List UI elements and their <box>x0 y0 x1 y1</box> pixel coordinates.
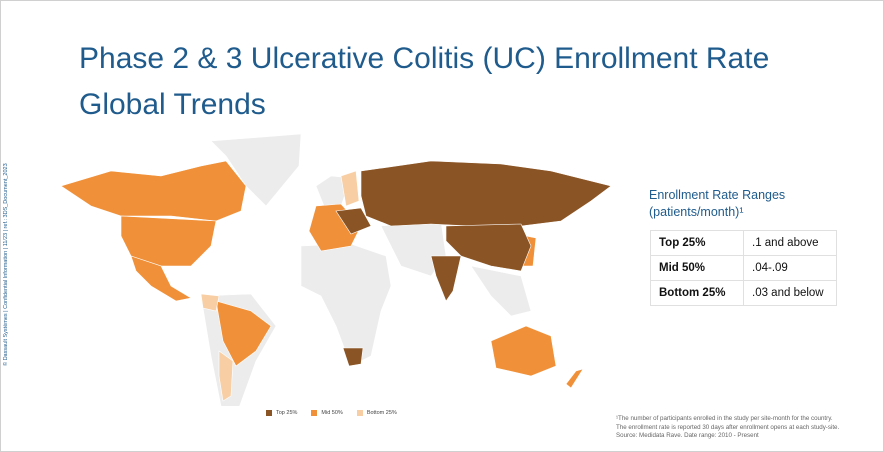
footnote-line: Source: Medidata Rave. Date range: 2010 … <box>616 432 759 439</box>
table-title-line: Enrollment Rate Ranges <box>649 188 786 202</box>
cell: Mid 50% <box>650 255 744 281</box>
legend: Top 25% Mid 50% Bottom 25% <box>266 410 397 416</box>
footnote-line: The enrollment rate is reported 30 days … <box>616 423 840 431</box>
cell: .04-.09 <box>743 255 837 281</box>
sidebar-text: © Dassault Systèmes | Confidential Infor… <box>3 163 9 366</box>
legend-label: Bottom 25% <box>366 410 397 416</box>
world-map <box>60 133 612 406</box>
footnote: ¹The number of participants enrolled in … <box>616 415 839 441</box>
table-title: Enrollment Rate Ranges (patients/month)¹ <box>649 187 785 221</box>
table-title-line: (patients/month)¹ <box>649 205 744 219</box>
legend-label: Top 25% <box>276 410 298 416</box>
title-line: Global Trends <box>79 88 266 121</box>
cell: Top 25% <box>650 230 744 256</box>
cell: .03 and below <box>743 280 837 306</box>
legend-label: Mid 50% <box>321 410 343 416</box>
cell: Bottom 25% <box>650 280 744 306</box>
footnote-line: ¹The number of participants enrolled in … <box>616 415 833 422</box>
cell: .1 and above <box>743 230 837 256</box>
range-table: Top 25% .1 and above Mid 50% .04-.09 Botto… <box>650 230 837 306</box>
title-line: Phase 2 & 3 Ulcerative Colitis (UC) Enro… <box>79 42 770 75</box>
